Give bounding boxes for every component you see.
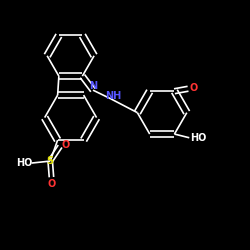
Text: O: O bbox=[189, 83, 198, 93]
Text: O: O bbox=[47, 179, 56, 189]
Text: O: O bbox=[62, 140, 70, 150]
Text: HO: HO bbox=[190, 133, 206, 143]
Text: HO: HO bbox=[16, 158, 32, 168]
Text: N: N bbox=[89, 82, 97, 92]
Text: NH: NH bbox=[105, 91, 121, 101]
Text: S: S bbox=[47, 156, 54, 166]
